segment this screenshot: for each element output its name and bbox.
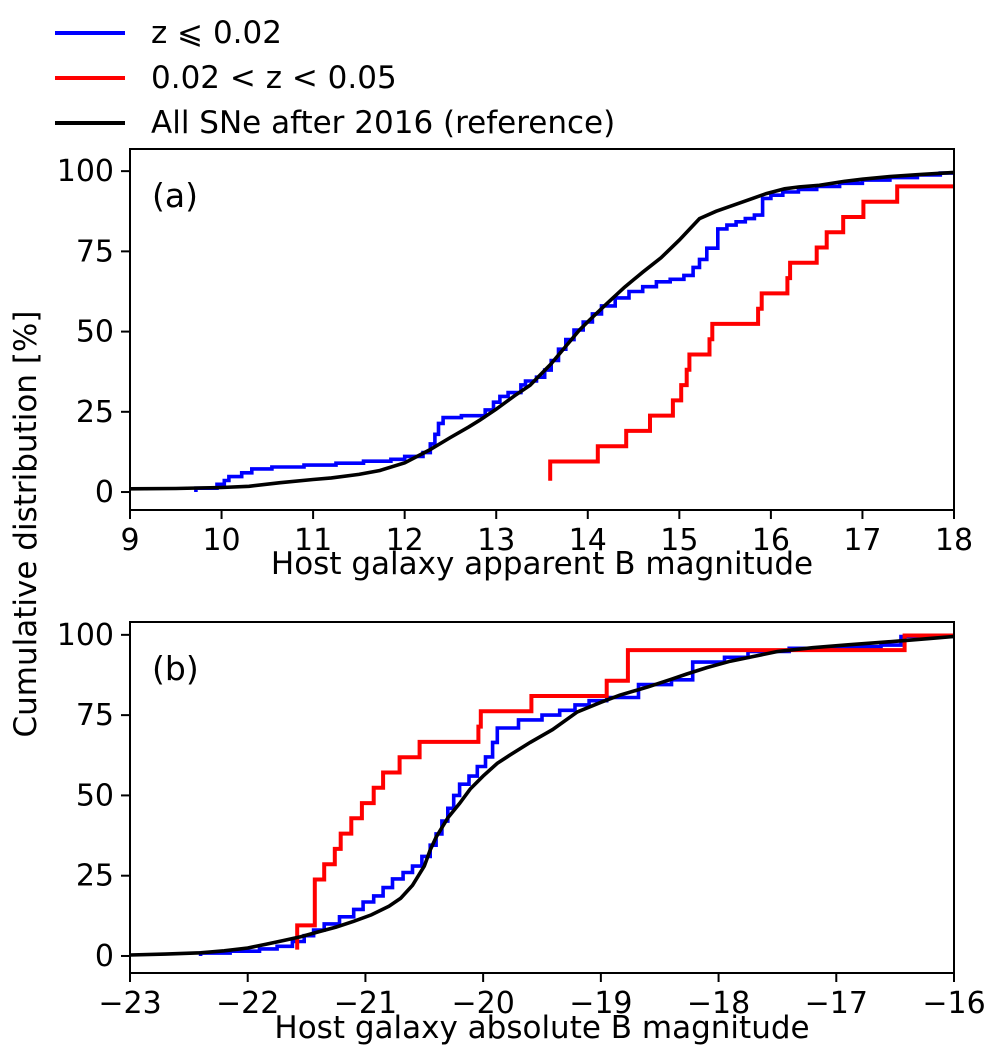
x-axis-label-absolute: Host galaxy absolute B magnitude (274, 1010, 810, 1046)
x-tick-label: −18 (687, 986, 750, 1021)
x-tick-label: −17 (805, 986, 868, 1021)
panel-a-frame (129, 148, 955, 511)
legend-label-low-z: z ⩽ 0.02 (151, 14, 282, 51)
panel-b: −23 −22 −21 −20 −19 −18 −17 −16 0 25 50 75 100 (57, 618, 986, 1021)
x-tick-label: −20 (451, 986, 514, 1021)
legend-line-black-icon (55, 120, 125, 125)
y-tick-label: 0 (95, 475, 114, 510)
legend-line-blue-icon (55, 30, 125, 35)
x-tick-label: 13 (477, 523, 515, 558)
series-line-z-le-0.02 (194, 171, 954, 492)
x-tick-label: 14 (569, 523, 607, 558)
series-line-0.02-lt-z-lt-0.05 (548, 184, 954, 481)
y-tick-label: 25 (76, 395, 114, 430)
x-tick-label: −22 (216, 986, 279, 1021)
x-tick-label: 15 (660, 523, 698, 558)
x-tick-label: −21 (334, 986, 397, 1021)
x-tick-label: −23 (98, 986, 161, 1021)
legend-label-reference: All SNe after 2016 (reference) (151, 104, 616, 141)
x-tick-label: 12 (386, 523, 424, 558)
x-tick-label: 17 (843, 523, 881, 558)
y-tick-label: 75 (76, 698, 114, 733)
x-tick-label: 9 (120, 523, 139, 558)
series-line-0.02-lt-z-lt-0.05 (295, 633, 954, 950)
x-tick-label: 10 (202, 523, 240, 558)
legend-row: 0.02 < z < 0.05 (55, 55, 615, 100)
panel-b-tag: (b) (152, 649, 199, 688)
y-tick-label: 50 (76, 778, 114, 813)
series-line-all-sne-reference (130, 170, 954, 491)
panel-a: 9 10 11 12 13 14 15 16 17 18 0 25 50 75 100 (57, 148, 973, 558)
panel-a-tag: (a) (152, 176, 198, 215)
legend-label-mid-z: 0.02 < z < 0.05 (151, 59, 397, 96)
x-tick-label: 11 (294, 523, 332, 558)
y-tick-label: 100 (57, 154, 114, 189)
panel-b-frame (129, 621, 955, 974)
legend: z ⩽ 0.02 0.02 < z < 0.05 All SNe after 2… (55, 10, 615, 145)
y-tick-label: 25 (76, 859, 114, 894)
x-tick-label: 16 (752, 523, 790, 558)
series-line-all-sne-reference (130, 634, 954, 957)
legend-line-red-icon (55, 75, 125, 80)
x-tick-label: −16 (922, 986, 985, 1021)
x-axis-label-apparent: Host galaxy apparent B magnitude (270, 546, 814, 582)
x-tick-label: −19 (569, 986, 632, 1021)
legend-row: All SNe after 2016 (reference) (55, 100, 615, 145)
y-tick-label: 75 (76, 234, 114, 269)
y-tick-label: 0 (95, 939, 114, 974)
x-tick-label: 18 (935, 523, 973, 558)
legend-row: z ⩽ 0.02 (55, 10, 615, 55)
y-tick-label: 50 (76, 315, 114, 350)
y-tick-label: 100 (57, 618, 114, 653)
series-line-z-le-0.02 (198, 634, 954, 956)
